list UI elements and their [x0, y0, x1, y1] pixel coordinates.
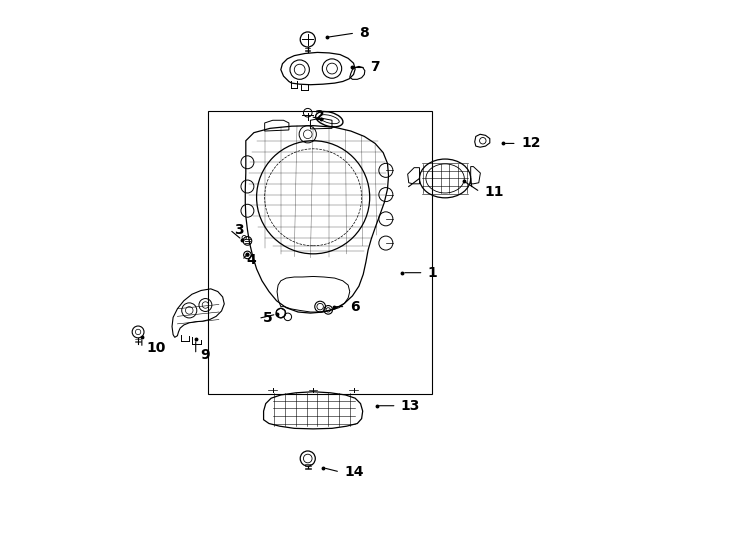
Text: 4: 4	[247, 253, 256, 267]
Text: 2: 2	[315, 110, 324, 124]
Text: 12: 12	[521, 137, 540, 151]
Bar	[208, 111, 432, 394]
Text: 8: 8	[360, 26, 369, 40]
Text: 14: 14	[344, 465, 364, 479]
Text: 11: 11	[484, 185, 504, 199]
Text: 1: 1	[428, 266, 437, 280]
Text: 5: 5	[263, 312, 272, 326]
Text: 6: 6	[350, 300, 360, 314]
Text: 13: 13	[401, 399, 421, 413]
Text: 10: 10	[146, 341, 166, 355]
Text: 3: 3	[234, 222, 244, 237]
Text: 9: 9	[200, 348, 210, 362]
Text: 7: 7	[370, 60, 380, 75]
